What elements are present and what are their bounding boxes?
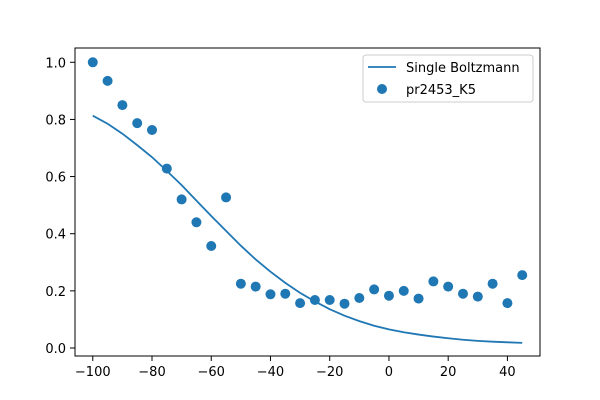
data-point [250,281,261,292]
data-point [517,270,528,281]
data-point [354,293,365,303]
y-tick-label: 0.6 [45,171,66,186]
data-point [428,276,439,287]
y-tick-label: 0.2 [45,285,66,300]
x-tick-label: 40 [499,365,516,380]
legend-label-single-boltzmann: Single Boltzmann [406,61,520,76]
data-point [413,293,424,304]
data-point [132,118,143,129]
data-point [87,57,98,68]
data-point [502,298,513,309]
x-tick-label: 20 [440,365,457,380]
x-tick-label: −20 [316,365,343,380]
data-point [280,288,291,299]
data-point [176,194,187,205]
x-tick-label: −80 [138,365,165,380]
legend: Single Boltzmann pr2453_K5 [362,54,534,103]
data-point [443,281,454,292]
data-point [161,163,172,174]
y-tick-label: 1.0 [45,56,66,71]
data-point [191,217,202,228]
data-point [221,192,232,203]
data-point [265,289,276,300]
series-line-single-boltzmann [92,114,523,344]
data-point [398,285,409,296]
data-point [147,125,158,135]
legend-frame [362,54,534,103]
data-point [339,298,350,309]
data-point [102,75,113,86]
x-tick-label: 0 [385,365,393,380]
data-point [457,288,468,299]
legend-marker-swatch [377,84,387,94]
data-point [369,284,380,295]
data-point [295,298,306,309]
y-tick-label: 0.4 [45,228,66,243]
data-point [309,295,320,305]
axes-frame [74,47,541,357]
axes: −100 −80 −60 −40 −20 0 20 40 0.0 0.2 0.4 0.6 0.8 1.0 [45,47,541,380]
legend-label-pr2453-k5: pr2453_K5 [406,83,476,98]
data-point [206,241,217,251]
data-point [383,290,394,301]
y-tick-label: 0.8 [45,113,66,128]
data-point [324,295,335,305]
data-point [117,100,128,111]
data-point [235,278,246,289]
x-tick-label: −60 [198,365,225,380]
data-point [487,278,498,289]
y-tick-label: 0.0 [45,342,66,357]
x-tick-label: −40 [257,365,284,380]
data-point [472,291,483,302]
x-tick-label: −100 [75,365,111,380]
plot-area [87,57,528,344]
